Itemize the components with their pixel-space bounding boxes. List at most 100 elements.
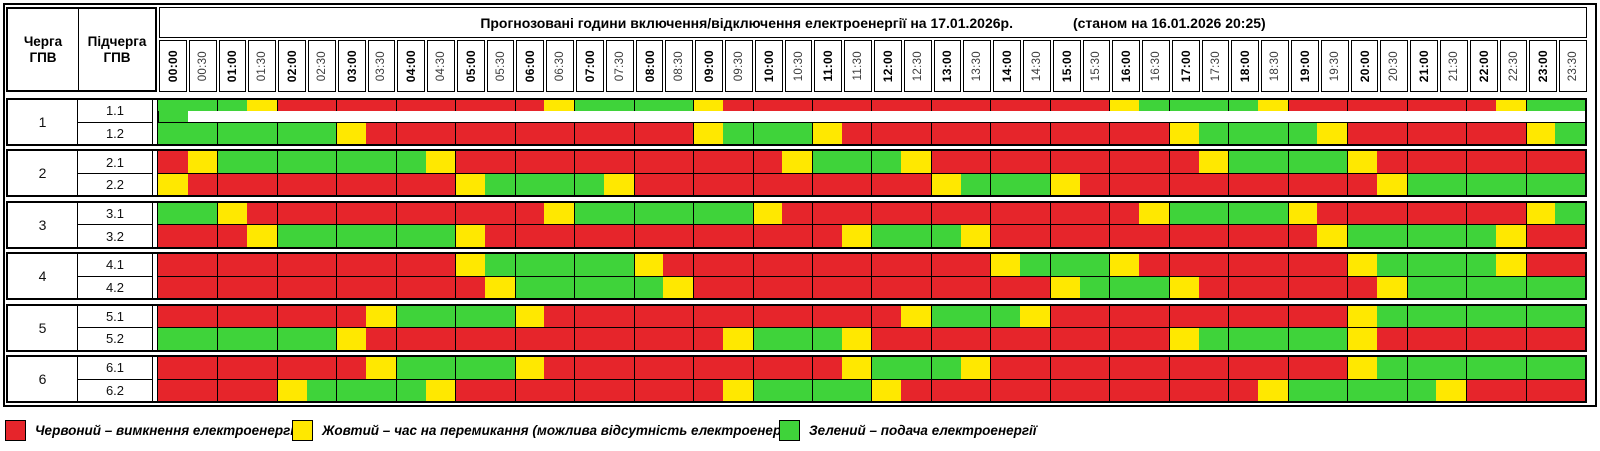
slot-cell [425, 328, 456, 350]
slot-cell [366, 173, 396, 196]
slot-cell [1228, 122, 1258, 144]
slot-cell [663, 173, 694, 196]
slot-cell [1168, 328, 1199, 350]
slot-cell [306, 173, 337, 196]
slot-cell [1109, 100, 1140, 111]
time-header-cell: 09:00 [695, 40, 724, 92]
slot-cell [990, 305, 1021, 328]
subqueue-label: 6.2 [105, 382, 125, 398]
slot-cell [603, 225, 634, 247]
slot-cell [960, 276, 991, 299]
time-header-cell: 17:30 [1201, 40, 1230, 92]
slot-cell [960, 173, 991, 196]
time-header-cell: 15:30 [1082, 40, 1111, 92]
subqueue-label: 3.1 [78, 203, 152, 226]
slot-cell [366, 122, 396, 144]
slot-cell [1109, 202, 1140, 225]
subqueue-label: 5.1 [78, 306, 152, 329]
slot-cell [247, 305, 277, 328]
slot-cell [1495, 225, 1526, 247]
rows-column [157, 151, 1585, 196]
slot-cell [158, 357, 188, 379]
slot-cell [158, 110, 188, 122]
slot-cell [1347, 276, 1377, 299]
slot-cell [544, 151, 575, 173]
time-label: 16:00 [1119, 49, 1134, 83]
slot-cell [841, 328, 872, 350]
slot-cell [930, 305, 961, 328]
time-header-cell: 14:00 [993, 40, 1021, 92]
slot-cell [1079, 254, 1110, 276]
slot-cell [395, 379, 426, 401]
slot-cell [603, 328, 634, 350]
slot-cell [1317, 357, 1348, 379]
slot-cell [1109, 151, 1140, 173]
slot-cell [812, 151, 842, 173]
slot-cell [1317, 100, 1348, 111]
slot-cell [871, 276, 902, 299]
slot-cell [1198, 122, 1229, 144]
slot-cell [217, 202, 248, 225]
slot-cell [693, 202, 723, 225]
slot-cell [1555, 151, 1585, 173]
time-label: 03:00 [344, 49, 359, 83]
slot-cell [1287, 305, 1318, 328]
slot-cell [276, 379, 307, 401]
slot-cell [1228, 202, 1258, 225]
slot-cell [693, 225, 723, 247]
slot-cell [455, 276, 486, 299]
time-label: 16:30 [1150, 50, 1162, 82]
schedule-row [158, 357, 1585, 380]
slot-cell [306, 276, 337, 299]
time-header-cell: 16:00 [1112, 40, 1141, 92]
time-header-cell: 01:00 [218, 40, 247, 92]
slot-cell [722, 379, 753, 401]
slot-cell [1525, 122, 1556, 144]
slot-cell [1020, 357, 1050, 379]
slot-cell [1555, 100, 1585, 111]
slot-cell [693, 379, 723, 401]
slot-cell [217, 305, 248, 328]
slot-cell [485, 379, 515, 401]
slot-cell [1466, 122, 1496, 144]
slot-cell [663, 357, 694, 379]
queue-label: 6 [8, 357, 78, 401]
slot-cell [1466, 379, 1496, 401]
time-header-cell: 03:30 [367, 40, 396, 92]
slot-cell [395, 202, 426, 225]
time-label: 17:00 [1178, 49, 1193, 83]
slot-cell [812, 122, 842, 144]
slot-cell [276, 254, 307, 276]
legend-item-red: Червоний – вимкнення електроенергії [5, 420, 298, 441]
slot-cell [1287, 276, 1318, 299]
slot-cell [1109, 173, 1140, 196]
subqueue-label: 2.1 [78, 151, 152, 174]
slot-cell [812, 225, 842, 247]
schedule-row [158, 225, 1585, 247]
slot-cell [158, 379, 188, 401]
slot-cell [1347, 328, 1377, 350]
slot-cell [1495, 305, 1526, 328]
slot-cell [752, 151, 783, 173]
slot-cell [247, 357, 277, 379]
slot-cell [276, 305, 307, 328]
slot-cell [217, 225, 248, 247]
rows-column [157, 305, 1585, 350]
slot-cell [1317, 254, 1348, 276]
slot-cell [1406, 276, 1437, 299]
slot-cell [276, 328, 307, 350]
slot-cell [574, 173, 604, 196]
slot-cell [366, 202, 396, 225]
slot-cell [544, 328, 575, 350]
slot-cell [1020, 151, 1050, 173]
slot-cell [1168, 225, 1199, 247]
legend-red-swatch [5, 420, 26, 441]
slot-cell [544, 379, 575, 401]
slot-cell [425, 202, 456, 225]
slot-cell [1525, 151, 1556, 173]
time-label: 01:30 [256, 50, 269, 82]
time-label: 04:30 [435, 50, 447, 82]
slot-cell [1049, 254, 1080, 276]
slot-cell [1139, 328, 1169, 350]
slot-cell [336, 173, 367, 196]
